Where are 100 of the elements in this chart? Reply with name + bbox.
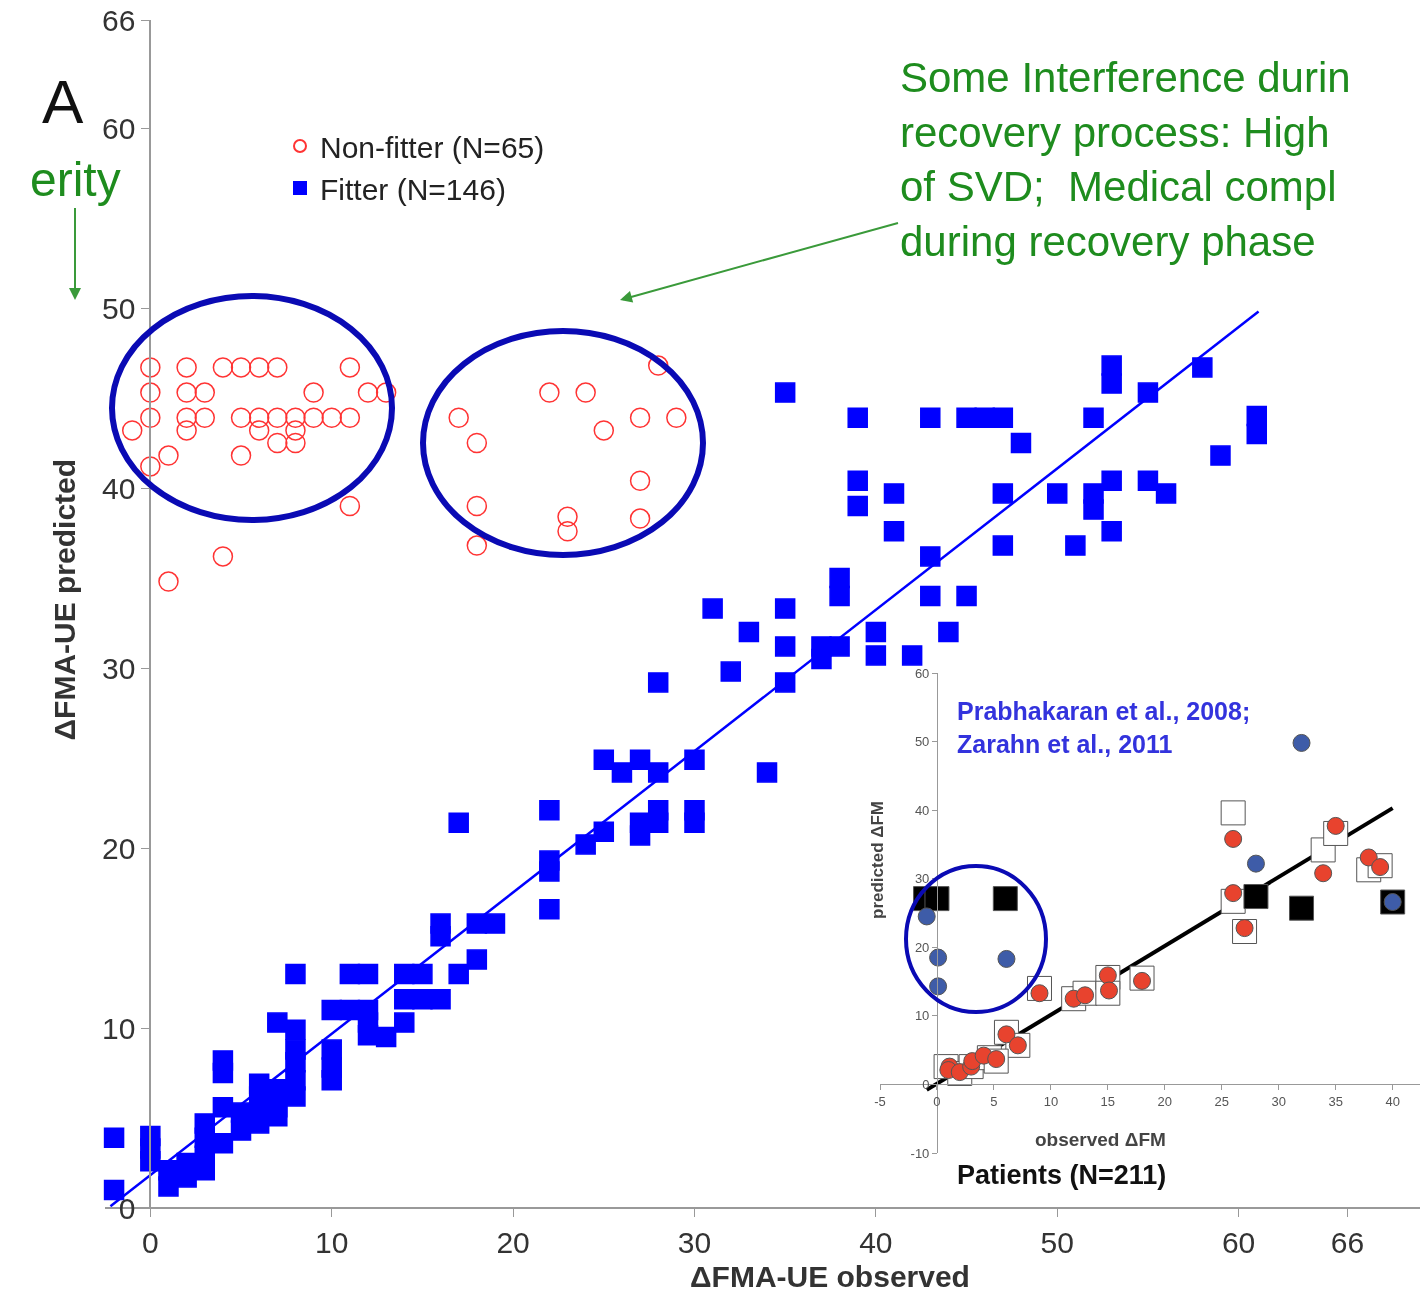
point xyxy=(230,407,252,429)
annotation: erity xyxy=(30,153,121,206)
x-tick-label: 0 xyxy=(142,1226,159,1259)
point xyxy=(339,495,361,517)
point xyxy=(176,357,197,378)
point xyxy=(1289,895,1315,921)
x-tick-label: 35 xyxy=(1328,1094,1343,1110)
point xyxy=(248,357,270,378)
point xyxy=(557,506,578,528)
x-axis-title: ΔFMA-UE observed xyxy=(690,1260,970,1293)
point xyxy=(1359,848,1378,867)
text: A xyxy=(42,67,84,136)
y-tick-label: 50 xyxy=(914,734,930,750)
y-tick-label: 20 xyxy=(101,831,136,865)
x-tick-label: 30 xyxy=(677,1226,712,1259)
y-tick-label: 0 xyxy=(118,1191,136,1225)
point xyxy=(212,357,234,378)
point xyxy=(539,382,560,403)
point xyxy=(466,432,488,454)
x-tick-label: 10 xyxy=(1043,1094,1059,1110)
point xyxy=(339,407,361,429)
point xyxy=(917,907,936,926)
point xyxy=(593,420,615,441)
x-tick-label: 66 xyxy=(1330,1226,1365,1259)
point xyxy=(176,420,197,441)
point xyxy=(267,357,288,378)
point xyxy=(1246,854,1265,873)
point xyxy=(303,382,324,403)
legend-label: Fitter (N=146) xyxy=(320,172,506,206)
point xyxy=(924,886,950,912)
point xyxy=(158,445,179,466)
point xyxy=(375,382,397,403)
point xyxy=(303,407,324,429)
point xyxy=(629,407,651,429)
point xyxy=(248,420,270,441)
y-tick-label: 66 xyxy=(101,3,136,37)
point xyxy=(1220,800,1246,826)
y-tick-label: 40 xyxy=(914,802,930,818)
x-tick-label: 50 xyxy=(1040,1226,1074,1259)
x-tick-label: 5 xyxy=(990,1094,998,1110)
point xyxy=(1314,864,1333,883)
point xyxy=(666,407,687,429)
x-tick-label: -5 xyxy=(874,1094,886,1110)
y-tick-label: 60 xyxy=(914,665,930,681)
point xyxy=(557,520,578,542)
point xyxy=(339,357,361,378)
y-tick-label: 60 xyxy=(101,111,136,145)
point xyxy=(140,357,161,378)
y-axis-title: predicted ΔFM xyxy=(868,800,887,919)
annotation: Patients (N=211) xyxy=(957,1160,1167,1190)
y-tick-label: -10 xyxy=(910,1145,930,1161)
point xyxy=(929,948,948,967)
point xyxy=(248,407,270,429)
point xyxy=(466,495,488,517)
x-axis-title: observed ΔFM xyxy=(1035,1129,1166,1150)
legend-label: Non-fitter (N=65) xyxy=(320,130,545,164)
x-tick-label: 15 xyxy=(1100,1094,1116,1110)
point xyxy=(121,420,143,441)
point xyxy=(357,382,379,403)
point xyxy=(997,949,1016,968)
point xyxy=(194,382,216,403)
y-tick-label: 30 xyxy=(914,871,930,887)
point xyxy=(448,407,469,429)
point xyxy=(285,432,306,454)
y-tick-label: 10 xyxy=(101,1011,136,1045)
point xyxy=(212,546,234,567)
point xyxy=(158,571,179,592)
point xyxy=(1292,733,1311,752)
point xyxy=(575,382,596,403)
point xyxy=(629,470,651,492)
x-tick-label: 40 xyxy=(859,1226,893,1259)
point xyxy=(140,382,161,403)
point xyxy=(992,886,1018,912)
annotation: Prabhakaran et al., 2008; Zarahn et al., 2011 xyxy=(957,697,1251,758)
point xyxy=(194,407,216,429)
point xyxy=(285,420,306,441)
point xyxy=(230,357,252,378)
x-tick-label: 25 xyxy=(1214,1094,1229,1110)
annotation: Some Interference durin recovery process: High of SVD; Medical compl during recovery phase xyxy=(900,54,1351,265)
point xyxy=(647,355,669,376)
point xyxy=(176,382,197,403)
point xyxy=(929,977,948,996)
point xyxy=(321,407,342,429)
point xyxy=(267,432,288,454)
point xyxy=(230,445,252,466)
point xyxy=(1224,829,1243,848)
point xyxy=(285,407,306,429)
y-axis-title: ΔFMA-UE predicted xyxy=(47,458,81,741)
x-tick-label: 10 xyxy=(315,1226,349,1259)
point xyxy=(629,508,651,529)
x-tick-label: 30 xyxy=(1271,1094,1286,1110)
point xyxy=(267,407,288,429)
point xyxy=(1243,884,1269,910)
point xyxy=(140,407,161,429)
x-tick-label: 40 xyxy=(1385,1094,1400,1110)
x-tick-label: 60 xyxy=(1221,1226,1256,1259)
x-tick-label: 20 xyxy=(1157,1094,1173,1110)
y-tick-label: 20 xyxy=(914,939,930,955)
y-tick-label: 50 xyxy=(101,291,136,325)
point xyxy=(466,535,488,556)
